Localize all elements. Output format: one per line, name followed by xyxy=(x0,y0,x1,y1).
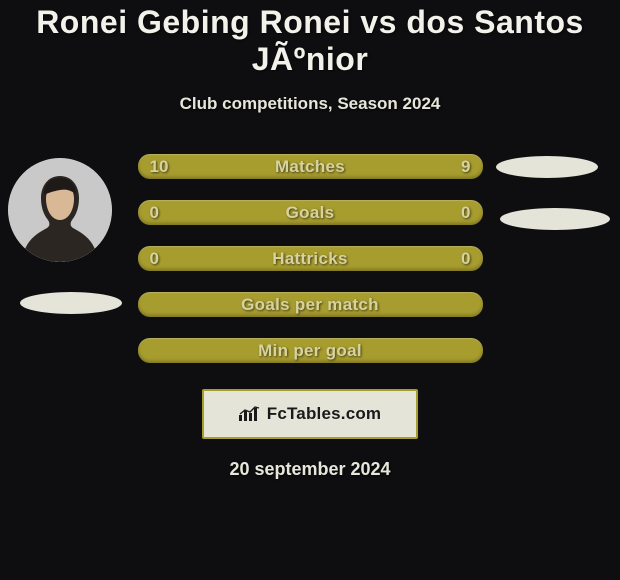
stat-label: Hattricks xyxy=(272,249,347,269)
player-right-name-blank xyxy=(500,208,610,230)
stat-label: Matches xyxy=(275,157,345,177)
stat-right-value: 9 xyxy=(461,157,470,177)
stat-left-value: 0 xyxy=(150,249,159,269)
player-left-name-blank xyxy=(20,292,122,314)
source-logo: FcTables.com xyxy=(239,404,382,424)
avatar-placeholder-icon xyxy=(8,158,112,262)
stat-left-value: 10 xyxy=(150,157,169,177)
subtitle: Club competitions, Season 2024 xyxy=(180,94,441,114)
stat-left-value: 0 xyxy=(150,203,159,223)
stat-label: Goals xyxy=(286,203,335,223)
stat-label: Goals per match xyxy=(241,295,379,315)
stat-right-value: 0 xyxy=(461,203,470,223)
stat-right-value: 0 xyxy=(461,249,470,269)
stat-label: Min per goal xyxy=(258,341,362,361)
date-label: 20 september 2024 xyxy=(229,459,390,480)
comparison-body: 10 Matches 9 0 Goals 0 0 Hattricks 0 Goa… xyxy=(0,154,620,363)
bar-chart-icon xyxy=(239,405,261,423)
player-right-avatar-blank xyxy=(496,156,598,178)
player-left-avatar xyxy=(8,158,112,262)
comparison-card: Ronei Gebing Ronei vs dos Santos JÃºnior… xyxy=(0,0,620,580)
page-title: Ronei Gebing Ronei vs dos Santos JÃºnior xyxy=(0,4,620,78)
stat-row-goals-per-match: Goals per match xyxy=(138,292,483,317)
stat-row-matches: 10 Matches 9 xyxy=(138,154,483,179)
stat-row-hattricks: 0 Hattricks 0 xyxy=(138,246,483,271)
source-logo-text: FcTables.com xyxy=(267,404,382,424)
stat-row-min-per-goal: Min per goal xyxy=(138,338,483,363)
source-logo-box: FcTables.com xyxy=(202,389,418,439)
stat-row-goals: 0 Goals 0 xyxy=(138,200,483,225)
stat-bars: 10 Matches 9 0 Goals 0 0 Hattricks 0 Goa… xyxy=(138,154,483,363)
